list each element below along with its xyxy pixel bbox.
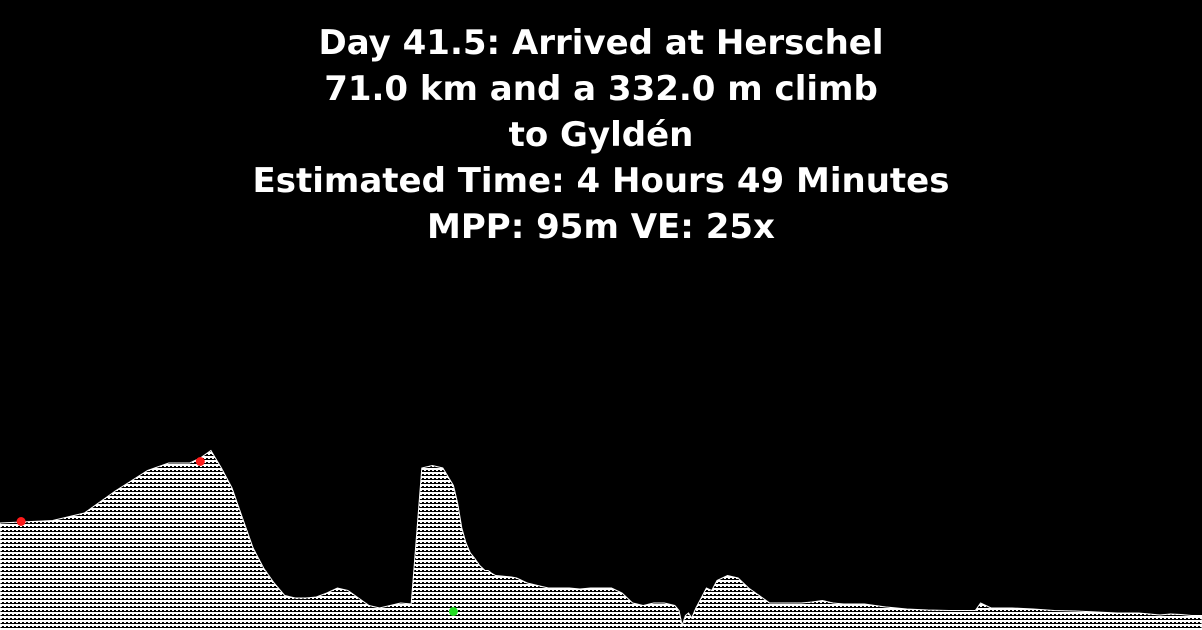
day-title: Day 41.5: Arrived at Herschel <box>318 23 884 63</box>
green-waypoint-marker <box>448 607 458 616</box>
red-waypoint-marker <box>195 457 205 466</box>
mpp-ve-text: MPP: 95m VE: 25x <box>427 207 775 247</box>
destination-text: to Gyldén <box>508 115 694 155</box>
distance-climb-text: 71.0 km and a 332.0 m climb <box>324 69 878 109</box>
estimated-time-text: Estimated Time: 4 Hours 49 Minutes <box>252 161 950 201</box>
red-waypoint-marker <box>16 517 26 526</box>
route-summary: Day 41.5: Arrived at Herschel 71.0 km an… <box>0 20 1202 250</box>
marker-layer <box>16 457 458 616</box>
terrain-area <box>0 449 1202 630</box>
